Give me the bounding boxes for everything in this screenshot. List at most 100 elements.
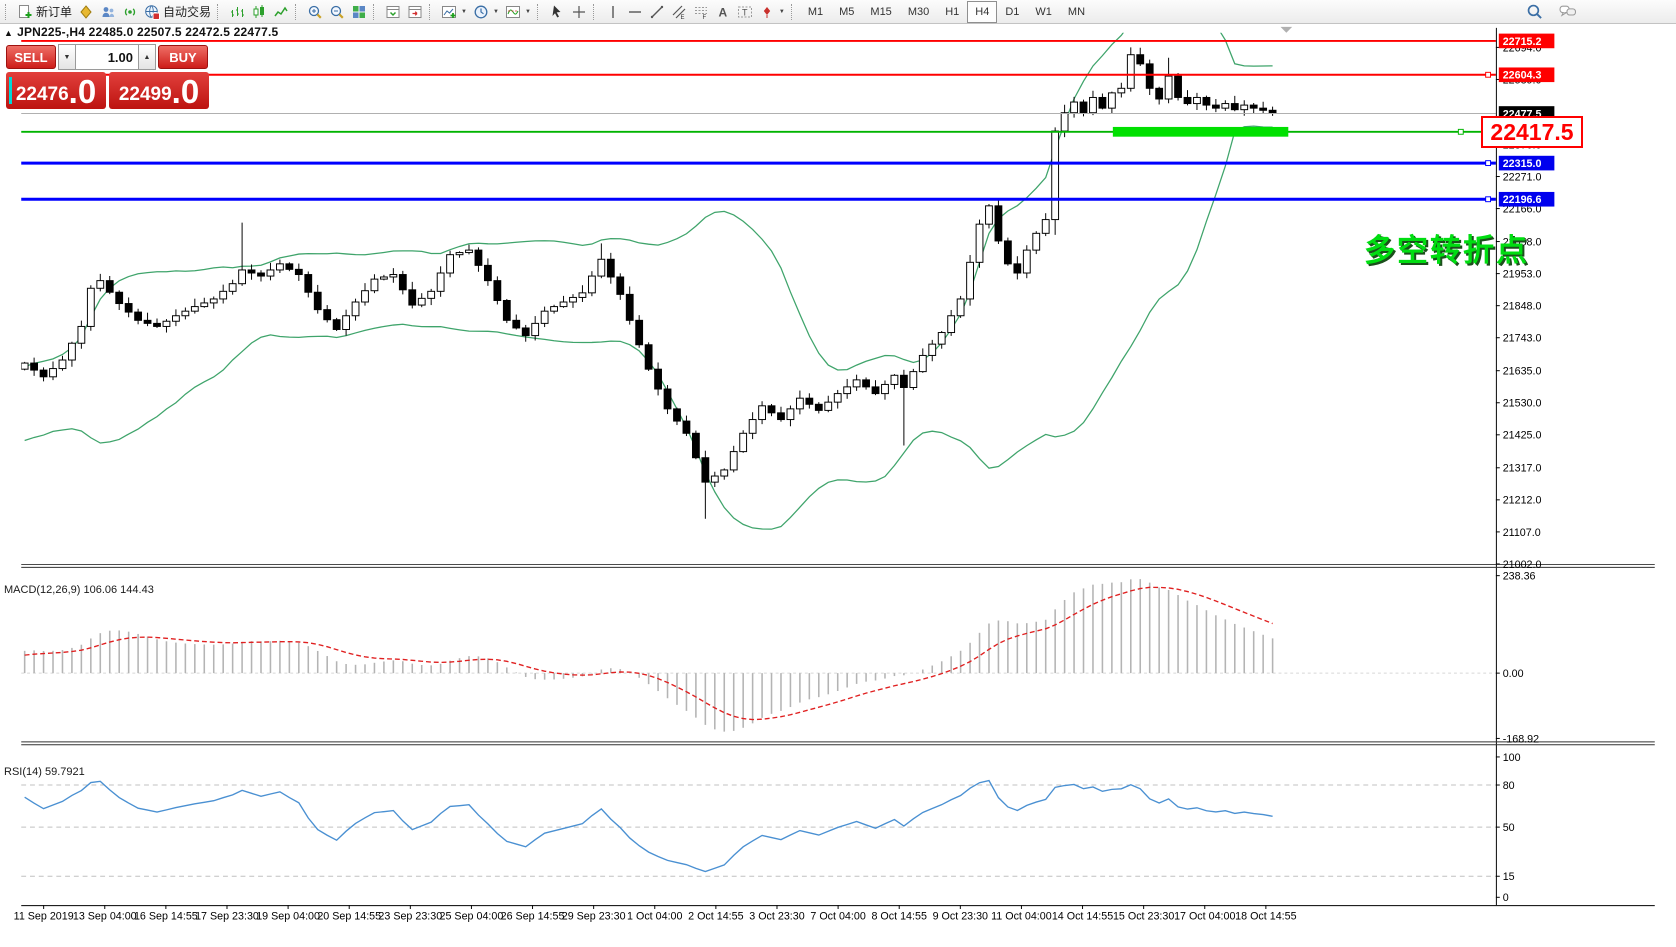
chart-annotation-text[interactable]: 多空转折点 <box>1364 233 1529 268</box>
trendline-icon <box>650 5 664 18</box>
timeframe-d1[interactable]: D1 <box>1005 5 1020 18</box>
time-axis-label[interactable]: 2 Oct 14:55 <box>688 911 743 923</box>
toolbar-right-icons <box>1523 1 1579 22</box>
community-button[interactable] <box>97 2 119 22</box>
volume-decrease-button[interactable]: ▼ <box>58 44 76 70</box>
time-axis-label[interactable]: 17 Oct 04:00 <box>1174 911 1235 923</box>
sell-price-display[interactable]: 22476.0 <box>6 72 106 109</box>
horizontal-line-tool[interactable] <box>624 2 646 22</box>
timeframe-h1[interactable]: H1 <box>945 5 960 18</box>
macd-scale-label: 0.00 <box>1503 668 1524 680</box>
one-click-trading-panel: SELL ▼ 1.00 ▲ BUY 22476.0 22499.0 <box>6 44 212 109</box>
time-axis-label[interactable]: 14 Oct 14:55 <box>1052 911 1113 923</box>
text-tool[interactable]: A <box>712 2 734 22</box>
time-axis-label[interactable]: 1 Oct 04:00 <box>627 911 682 923</box>
collapse-arrow-icon[interactable]: ▲ <box>4 28 14 38</box>
timeframe-m15[interactable]: M15 <box>870 5 892 18</box>
time-axis-label[interactable]: 11 Oct 04:00 <box>991 911 1052 923</box>
trendline-tool[interactable] <box>646 2 668 22</box>
timeframe-m30[interactable]: M30 <box>907 5 930 18</box>
chevron-down-icon[interactable]: ▼ <box>524 8 531 15</box>
fibonacci-icon: F <box>694 6 707 20</box>
new-chart-button[interactable]: ▼ <box>438 2 470 22</box>
price-callout-box[interactable]: 22417.5 <box>1481 116 1583 148</box>
bar-chart-button[interactable] <box>226 2 248 22</box>
equidistant-channel-tool[interactable]: E <box>668 2 690 22</box>
rsi-indicator-label: RSI(14) 59.7921 <box>4 766 85 778</box>
volume-increase-button[interactable]: ▲ <box>138 44 156 70</box>
zoom-out-button[interactable] <box>326 2 348 22</box>
time-axis-label[interactable]: 9 Oct 23:30 <box>933 911 988 923</box>
chart-shift-button[interactable] <box>404 2 426 22</box>
time-axis-label[interactable]: 11 Sep 2019 <box>14 911 74 923</box>
price-badge <box>1498 33 1555 49</box>
svg-text:A: A <box>718 5 727 19</box>
vertical-line-icon <box>612 5 614 18</box>
main-toolbar: 新订单 自动交易 ▼ ▼ ▼ E F A T ▼ M1 M5 M15 M30 H1 H4 D1 W1 MN <box>0 0 1676 24</box>
volume-input[interactable]: 1.00 <box>76 44 138 70</box>
fibonacci-tool[interactable]: F <box>690 2 712 22</box>
timeframe-m1[interactable]: M1 <box>807 5 824 18</box>
time-axis-label[interactable]: 3 Oct 23:30 <box>749 911 804 923</box>
buy-price-display[interactable]: 22499.0 <box>109 72 209 109</box>
arrow-objects-tool[interactable]: ▼ <box>756 2 788 22</box>
line-chart-button[interactable] <box>270 2 292 22</box>
time-axis-label[interactable]: 26 Sep 14:55 <box>501 911 565 923</box>
time-axis-label[interactable]: 29 Sep 23:30 <box>562 911 626 923</box>
time-axis-label[interactable]: 13 Sep 04:00 <box>73 911 137 923</box>
chat-button[interactable] <box>1556 1 1579 22</box>
price-badge-label: 22196.6 <box>1503 194 1542 206</box>
sell-button[interactable]: SELL <box>6 45 56 69</box>
line-drag-handle[interactable] <box>1485 160 1492 167</box>
signals-button[interactable] <box>119 2 141 22</box>
chevron-down-icon[interactable]: ▼ <box>461 8 467 15</box>
vertical-line-tool[interactable] <box>602 2 624 22</box>
time-axis-label[interactable]: 7 Oct 04:00 <box>810 911 865 923</box>
chart-shift-marker[interactable] <box>1280 26 1293 33</box>
autotrading-button[interactable]: 自动交易 <box>141 1 214 22</box>
price-badge <box>1498 155 1555 171</box>
toolbar-grip <box>217 3 222 20</box>
crosshair-tool-button[interactable] <box>568 2 590 22</box>
auto-arrange-button[interactable] <box>382 2 404 22</box>
text-label-tool[interactable]: T <box>734 2 756 22</box>
timeframe-mn[interactable]: MN <box>1067 5 1086 18</box>
cursor-tool-button[interactable] <box>546 2 568 22</box>
timeframe-w1[interactable]: W1 <box>1035 5 1052 18</box>
time-axis-label[interactable]: 18 Oct 14:55 <box>1235 911 1296 923</box>
line-drag-handle[interactable] <box>1457 128 1464 135</box>
price-tick-label: 22058.0 <box>1503 236 1542 248</box>
line-drag-handle[interactable] <box>1485 71 1492 78</box>
time-axis-label[interactable]: 23 Sep 23:30 <box>378 911 442 923</box>
time-axis-label[interactable]: 17 Sep 23:30 <box>195 911 259 923</box>
buy-button[interactable]: BUY <box>158 45 208 69</box>
new-order-button[interactable]: 新订单 <box>14 1 75 22</box>
tile-windows-button[interactable] <box>348 2 370 22</box>
timeframe-m5[interactable]: M5 <box>839 5 855 18</box>
zoom-in-button[interactable] <box>304 2 326 22</box>
chevron-down-icon[interactable]: ▼ <box>492 8 499 15</box>
line-drag-handle[interactable] <box>1485 196 1492 203</box>
main-chart-canvas[interactable]: 100805015022694.022589.022376.022271.022… <box>0 24 1676 947</box>
support-zone-highlight[interactable] <box>1112 126 1289 137</box>
chevron-down-icon[interactable]: ▼ <box>778 8 785 15</box>
toolbar-grip <box>373 3 378 20</box>
time-axis-label[interactable]: 16 Sep 14:55 <box>134 911 198 923</box>
price-tick-label: 21425.0 <box>1503 430 1542 442</box>
profiles-clock-icon <box>474 5 488 18</box>
time-axis-label[interactable]: 19 Sep 04:00 <box>256 911 320 923</box>
time-axis-label[interactable]: 8 Oct 14:55 <box>871 911 926 923</box>
search-button[interactable] <box>1523 1 1546 22</box>
styler-button[interactable] <box>75 2 97 22</box>
indicators-menu-button[interactable]: ▼ <box>502 2 534 22</box>
time-axis-label[interactable]: 20 Sep 14:55 <box>317 911 381 923</box>
tile-windows-icon <box>353 5 366 18</box>
channel-icon: E <box>672 5 686 20</box>
buy-price-pips: .0 <box>171 73 200 110</box>
tick-indicator <box>9 77 12 104</box>
candlestick-chart-button[interactable] <box>248 2 270 22</box>
profiles-menu-button[interactable]: ▼ <box>470 2 502 22</box>
time-axis-label[interactable]: 25 Sep 04:00 <box>440 911 504 923</box>
time-axis-label[interactable]: 15 Oct 23:30 <box>1113 911 1174 923</box>
timeframe-h4[interactable]: H4 <box>967 0 998 23</box>
